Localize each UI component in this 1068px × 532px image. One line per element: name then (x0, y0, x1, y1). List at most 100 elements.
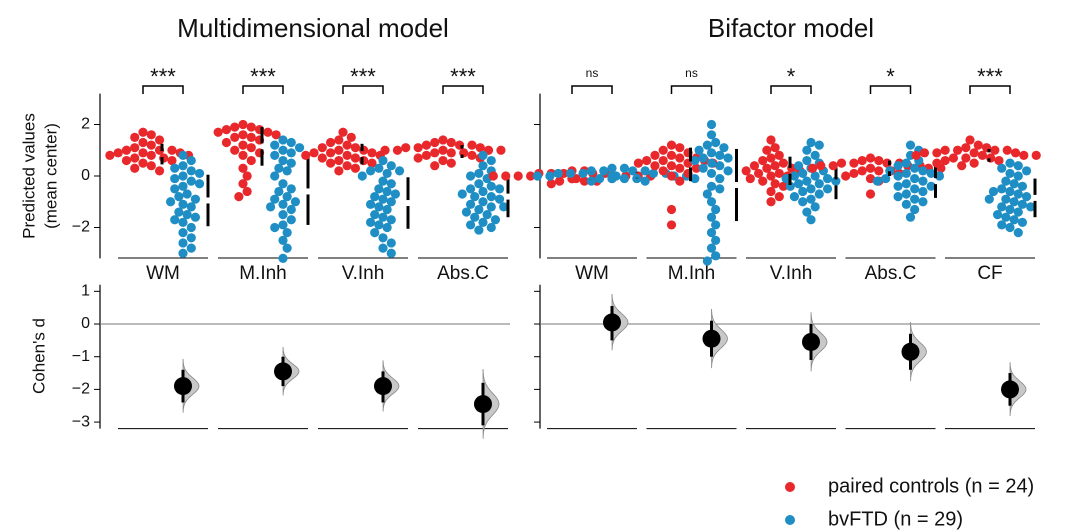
data-point (438, 135, 448, 145)
data-point (798, 197, 808, 207)
data-point (957, 161, 967, 171)
data-point (317, 153, 327, 163)
data-point (857, 166, 867, 176)
significance-bracket (670, 85, 713, 94)
significance-bracket (442, 85, 484, 94)
data-point (698, 163, 708, 173)
data-point (932, 158, 942, 168)
data-point (178, 238, 188, 248)
data-point (774, 150, 784, 160)
data-point (911, 150, 921, 160)
data-point (286, 148, 296, 158)
data-point (370, 192, 380, 202)
data-point (706, 212, 717, 222)
data-point (706, 148, 717, 158)
data-point (666, 204, 677, 215)
data-point (640, 166, 650, 176)
data-point (691, 163, 701, 173)
significance-bracket (770, 85, 812, 94)
significance-label: *** (977, 64, 1003, 89)
data-point (770, 179, 780, 189)
data-point (470, 212, 480, 222)
data-point (997, 184, 1007, 194)
data-point (246, 122, 256, 132)
data-point (986, 153, 996, 163)
data-point (990, 145, 1000, 155)
data-point (706, 158, 717, 168)
data-point (633, 158, 643, 168)
data-point (650, 161, 660, 171)
data-point (1021, 192, 1032, 202)
data-point (910, 173, 920, 184)
data-point (926, 168, 936, 179)
significance-label: *** (450, 64, 476, 89)
data-point (806, 194, 816, 204)
significance-label: *** (350, 64, 376, 89)
d-point (474, 395, 492, 414)
data-point (121, 145, 132, 155)
data-point (486, 155, 496, 166)
data-point (893, 171, 903, 181)
data-point (446, 148, 456, 158)
data-point (997, 202, 1007, 212)
data-point (438, 155, 448, 166)
data-point (628, 166, 638, 176)
data-point (278, 145, 288, 155)
data-point (146, 130, 156, 140)
data-point (278, 199, 288, 209)
category-label: CF (977, 263, 1002, 284)
data-point (459, 148, 469, 158)
data-point (486, 202, 496, 212)
data-point (841, 171, 851, 181)
data-point (658, 155, 668, 166)
data-point (282, 192, 292, 202)
data-point (807, 163, 818, 173)
category-label: M.Inh (239, 263, 287, 284)
data-point (278, 235, 288, 245)
data-point (901, 199, 911, 209)
data-point (465, 171, 476, 181)
data-point (325, 137, 336, 148)
data-point (766, 153, 776, 163)
data-point (390, 189, 401, 199)
data-point (374, 220, 384, 230)
legend-label: bvFTD (n = 29) (828, 508, 963, 530)
data-point (382, 204, 392, 215)
data-point (1009, 179, 1019, 189)
data-point (494, 194, 505, 204)
category-label: Abs.C (437, 263, 489, 284)
data-point (382, 222, 392, 233)
data-point (969, 148, 979, 158)
data-point (494, 184, 505, 194)
data-point (286, 137, 296, 148)
data-point (723, 166, 733, 176)
d-point (374, 377, 392, 396)
data-point (874, 166, 884, 176)
y-axis-label: Predicted values (19, 113, 38, 239)
data-point (1031, 150, 1041, 160)
category-label: V.Inh (342, 263, 385, 284)
data-point (130, 132, 140, 142)
significance-label: ns (586, 66, 599, 80)
data-point (994, 155, 1004, 166)
category-label: V.Inh (770, 263, 813, 284)
data-point (658, 145, 668, 155)
data-point (706, 243, 717, 253)
data-point (1013, 161, 1023, 171)
d-point (901, 342, 920, 361)
data-point (359, 155, 369, 166)
data-point (186, 166, 196, 176)
data-point (1010, 148, 1021, 158)
data-point (486, 222, 496, 233)
data-point (762, 163, 772, 173)
data-point (378, 233, 388, 243)
data-point (130, 143, 140, 153)
d-point (802, 332, 820, 351)
data-point (238, 163, 248, 173)
data-point (278, 179, 288, 189)
data-point (901, 179, 911, 189)
data-point (648, 168, 659, 179)
data-point (893, 192, 903, 202)
significance-label: * (886, 64, 895, 89)
